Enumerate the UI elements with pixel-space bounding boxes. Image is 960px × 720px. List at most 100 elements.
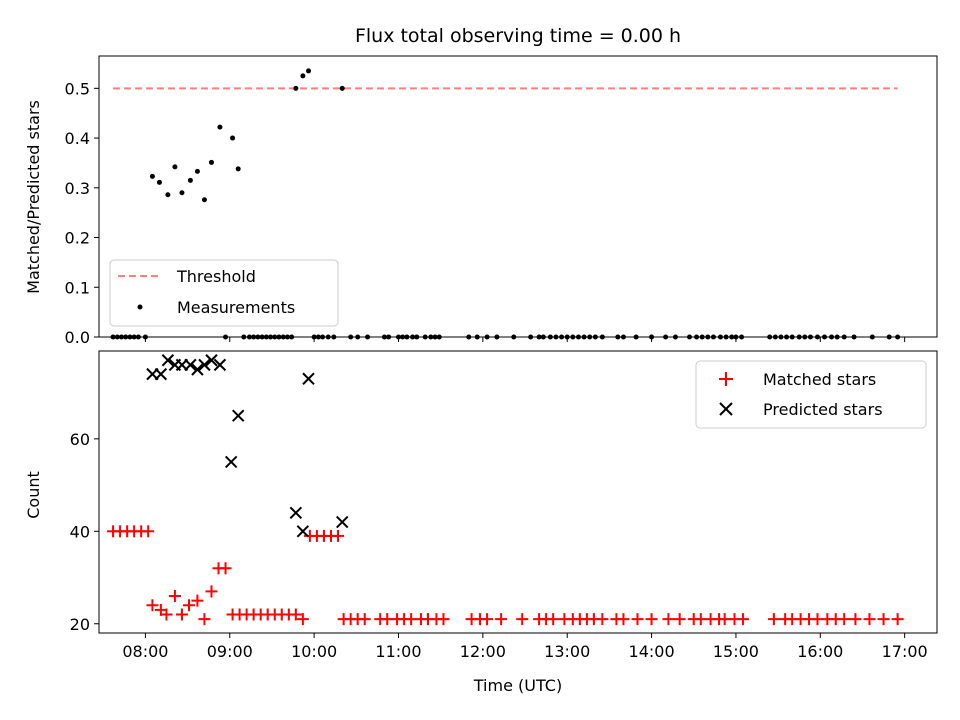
measurement-point: [381, 334, 387, 340]
bottom-y-tick-label: 40: [70, 522, 90, 541]
top-y-tick-label: 0.2: [65, 229, 90, 248]
matched-stars-point: [547, 613, 560, 626]
measurement-point: [796, 334, 802, 340]
matched-stars-point: [182, 599, 195, 612]
predicted-stars-point: [161, 354, 175, 367]
predicted-stars-point: [154, 367, 168, 381]
bottom-y-tick-label: 20: [70, 615, 90, 634]
measurement-point: [208, 159, 214, 165]
measurement-point: [156, 179, 162, 185]
measurement-point: [511, 334, 517, 340]
measurement-point: [131, 334, 137, 340]
measurement-point: [710, 334, 716, 340]
measurement-point: [325, 334, 331, 340]
measurement-point: [268, 334, 274, 340]
measurement-point: [339, 85, 345, 91]
measurement-point: [575, 334, 581, 340]
legend-plus-marker-icon: [719, 372, 733, 386]
matched-stars-point: [289, 608, 302, 621]
measurement-point: [311, 334, 317, 340]
measurement-point: [699, 334, 705, 340]
matched-stars-point: [191, 594, 204, 607]
measurement-point: [822, 334, 828, 340]
measurement-point: [536, 334, 542, 340]
measurement-point: [581, 334, 587, 340]
measurement-point: [127, 334, 133, 340]
measurement-point: [255, 334, 261, 340]
bottom-panel: 20 40 60 08:00 09:00 10:00 11:00 12:00 13:00 14:0…: [24, 350, 938, 695]
measurement-point: [348, 334, 354, 340]
measurement-point: [241, 334, 247, 340]
x-tick-label: 13:00: [544, 642, 590, 661]
matched-stars-point: [296, 613, 309, 626]
measurement-point: [179, 190, 185, 196]
measurement-point: [723, 334, 729, 340]
measurement-point: [320, 334, 326, 340]
measurement-point: [807, 334, 813, 340]
measurement-point: [272, 334, 278, 340]
measurement-point: [851, 334, 857, 340]
legend-measurements-label: Measurements: [177, 298, 295, 317]
predicted-stars-point: [205, 354, 218, 367]
matched-stars-point: [617, 613, 630, 626]
measurement-point: [263, 334, 269, 340]
predicted-stars-point: [184, 358, 197, 372]
predicted-stars-point: [191, 363, 204, 376]
matched-stars-point: [673, 613, 686, 626]
measurement-point: [331, 334, 337, 340]
matched-stars-point: [205, 585, 218, 598]
measurement-point: [615, 334, 621, 340]
x-tick-label: 15:00: [713, 642, 759, 661]
matched-stars-point: [516, 613, 529, 626]
top-y-tick-label: 0.1: [65, 278, 90, 297]
bottom-y-tick-label: 60: [70, 430, 90, 449]
matched-stars-point: [168, 590, 181, 603]
matched-stars-point: [645, 613, 658, 626]
measurement-point: [789, 334, 795, 340]
x-tick-label: 09:00: [207, 642, 253, 661]
matched-stars-point: [863, 613, 876, 626]
measurement-point: [784, 334, 790, 340]
measurement-point: [649, 334, 655, 340]
top-legend: Threshold Measurements: [109, 259, 339, 327]
measurement-point: [705, 334, 711, 340]
bottom-plot-area: 20 40 60 08:00 09:00 10:00 11:00 12:00 13:00 14:0…: [70, 350, 938, 661]
predicted-stars-point: [302, 372, 315, 385]
measurement-point: [886, 334, 892, 340]
measurement-point: [494, 334, 500, 340]
matched-stars-point: [736, 613, 749, 626]
matched-stars-point: [767, 613, 780, 626]
measurement-point: [592, 334, 598, 340]
bottom-y-axis-label: Count: [24, 471, 43, 519]
measurement-point: [778, 334, 784, 340]
chart-title: Flux total observing time = 0.00 h: [355, 25, 681, 47]
x-axis-label: Time (UTC): [473, 676, 562, 695]
top-y-tick-label: 0.4: [65, 129, 90, 148]
x-tick-label: 17:00: [882, 642, 928, 661]
legend-predicted-label: Predicted stars: [763, 400, 883, 419]
measurement-point: [246, 334, 252, 340]
matched-stars-point: [877, 613, 890, 626]
measurement-point: [733, 334, 739, 340]
measurement-point: [564, 334, 570, 340]
bottom-legend: Matched stars Predicted stars: [695, 360, 927, 429]
measurement-point: [428, 334, 434, 340]
top-y-tick-label: 0.5: [65, 79, 90, 98]
measurement-point: [802, 334, 808, 340]
measurement-point: [772, 334, 778, 340]
measurement-point: [587, 334, 593, 340]
top-y-tick-label: 0.0: [65, 328, 90, 347]
measurement-point: [165, 192, 171, 198]
measurement-point: [123, 334, 129, 340]
measurement-point: [259, 334, 265, 340]
measurement-point: [466, 334, 472, 340]
measurement-point: [289, 334, 295, 340]
matched-stars-point: [849, 613, 862, 626]
measurement-point: [284, 334, 290, 340]
measurement-point: [280, 334, 286, 340]
measurement-point: [432, 334, 438, 340]
measurement-point: [110, 334, 116, 340]
matched-stars-point: [198, 613, 211, 626]
top-panel: Flux total observing time = 0.00 h 0.0 0.…: [24, 25, 938, 347]
matched-stars-point: [219, 562, 232, 575]
